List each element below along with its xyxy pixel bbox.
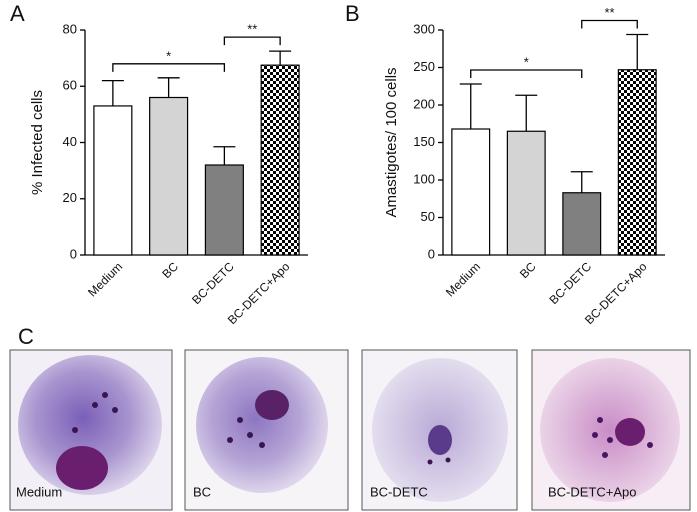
image-label: BC-DETC+Apo	[548, 484, 637, 499]
bar	[617, 69, 657, 256]
y-tick-label: 150	[413, 134, 435, 149]
significance-bracket	[581, 19, 638, 29]
image-label: BC-DETC	[370, 484, 428, 499]
panel-label: A	[10, 1, 25, 26]
bar	[506, 130, 546, 256]
micrograph: BC-DETC+Apo	[531, 349, 691, 511]
y-tick-label: 60	[63, 78, 77, 93]
x-tick-label: BC-DETC	[546, 259, 594, 307]
bar	[93, 105, 133, 256]
micrograph: BC-DETC	[361, 349, 518, 511]
significance-bracket	[112, 63, 226, 72]
image-label: BC	[193, 484, 211, 499]
y-tick-label: 250	[413, 59, 435, 74]
y-tick-label: 300	[413, 21, 435, 36]
bar	[149, 96, 189, 256]
y-tick-label: 50	[421, 209, 435, 224]
y-tick-label: 80	[63, 21, 77, 36]
significance-bracket	[470, 69, 583, 78]
y-tick-label: 40	[63, 134, 77, 149]
bar	[451, 128, 491, 256]
significance-bracket	[223, 36, 281, 46]
y-tick-label: 100	[413, 171, 435, 186]
x-tick-label: BC	[159, 259, 181, 281]
panel-label: B	[345, 1, 360, 26]
significance-label: **	[604, 5, 614, 20]
significance-label: **	[247, 22, 257, 37]
x-tick-label: BC-DETC	[189, 259, 237, 307]
micrograph: BC	[184, 349, 349, 511]
significance-label: *	[166, 48, 171, 63]
micrograph: Medium	[9, 349, 173, 511]
y-tick-label: 0	[70, 246, 77, 261]
image-label: Medium	[16, 484, 62, 499]
significance-label: *	[524, 54, 529, 69]
bar	[562, 192, 602, 256]
bar	[260, 64, 300, 256]
x-tick-label: BC	[517, 259, 539, 281]
y-axis-label: Amastigotes/ 100 cells	[383, 67, 400, 217]
y-tick-label: 20	[63, 190, 77, 205]
y-tick-label: 0	[428, 246, 435, 261]
x-tick-label: Medium	[85, 259, 125, 299]
y-tick-label: 200	[413, 96, 435, 111]
y-axis-label: % Infected cells	[29, 90, 46, 195]
panel-label: C	[18, 324, 34, 349]
x-tick-label: Medium	[443, 259, 483, 299]
bar	[204, 164, 244, 256]
